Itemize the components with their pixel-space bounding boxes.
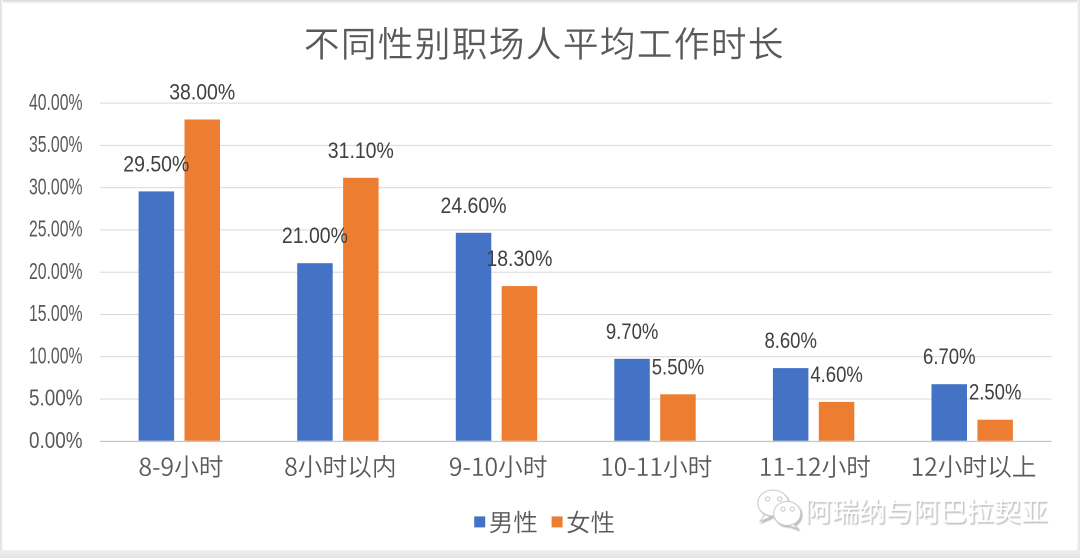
svg-text:5.00%: 5.00% [29,385,83,411]
svg-text:20.00%: 20.00% [29,258,83,284]
svg-text:9.70%: 9.70% [606,319,659,344]
svg-text:24.60%: 24.60% [441,193,507,218]
svg-text:4.60%: 4.60% [810,362,863,387]
svg-text:10.00%: 10.00% [29,342,83,368]
svg-text:5.50%: 5.50% [652,354,705,379]
svg-text:35.00%: 35.00% [29,131,83,157]
svg-text:25.00%: 25.00% [29,216,83,242]
svg-text:2.50%: 2.50% [969,380,1022,405]
svg-text:8.60%: 8.60% [764,328,817,353]
svg-text:21.00%: 21.00% [282,223,348,248]
svg-text:15.00%: 15.00% [29,300,83,326]
svg-text:40.00%: 40.00% [29,89,83,115]
svg-text:6.70%: 6.70% [923,344,976,369]
svg-text:18.30%: 18.30% [486,246,552,271]
svg-text:38.00%: 38.00% [169,80,235,105]
svg-text:0.00%: 0.00% [29,427,83,453]
svg-text:31.10%: 31.10% [328,138,394,163]
svg-text:29.50%: 29.50% [123,151,189,176]
svg-text:30.00%: 30.00% [29,173,83,199]
